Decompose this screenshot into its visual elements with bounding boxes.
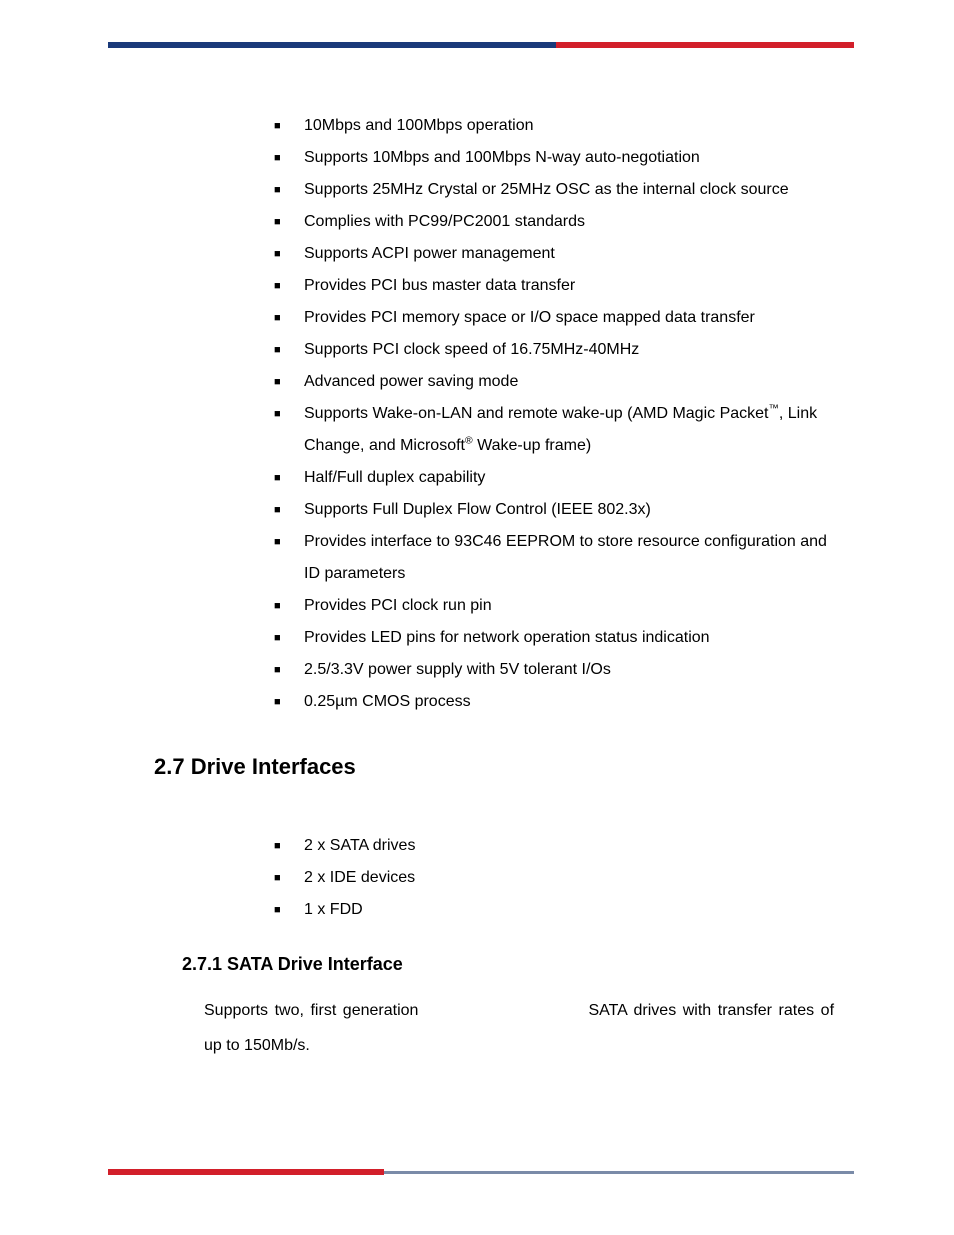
list-item: Provides LED pins for network operation …: [274, 622, 834, 654]
body-paragraph: Supports two, first generationSATA drive…: [204, 993, 834, 1063]
list-text: Supports ACPI power management: [304, 245, 555, 262]
feature-list: 10Mbps and 100Mbps operation Supports 10…: [274, 110, 834, 718]
list-text: 1 x FDD: [304, 901, 363, 918]
list-text: Advanced power saving mode: [304, 373, 518, 390]
list-text: 2.5/3.3V power supply with 5V tolerant I…: [304, 661, 611, 678]
list-item: 2.5/3.3V power supply with 5V tolerant I…: [274, 654, 834, 686]
bottom-rule-red: [108, 1169, 384, 1175]
list-text: Supports 25MHz Crystal or 25MHz OSC as t…: [304, 181, 789, 198]
list-text: Provides PCI clock run pin: [304, 597, 492, 614]
trademark-sup: ™: [768, 404, 778, 415]
para-part1: Supports two, first generation: [204, 1002, 418, 1019]
list-item: Half/Full duplex capability: [274, 462, 834, 494]
list-text-suffix: Wake-up frame): [473, 437, 592, 454]
list-item: Provides PCI bus master data transfer: [274, 270, 834, 302]
top-rule-red: [556, 42, 854, 48]
list-item: Complies with PC99/PC2001 standards: [274, 206, 834, 238]
subsection-heading: 2.7.1 SATA Drive Interface: [182, 954, 834, 975]
list-text: Provides PCI memory space or I/O space m…: [304, 309, 755, 326]
list-text: Provides PCI bus master data transfer: [304, 277, 575, 294]
list-item: Supports Wake-on-LAN and remote wake-up …: [274, 398, 834, 462]
list-text: Complies with PC99/PC2001 standards: [304, 213, 585, 230]
bottom-rule: [108, 1169, 854, 1175]
list-text: 2 x IDE devices: [304, 869, 415, 886]
list-item: Advanced power saving mode: [274, 366, 834, 398]
list-item: Provides PCI clock run pin: [274, 590, 834, 622]
top-rule-blue: [108, 42, 556, 48]
list-item: Supports Full Duplex Flow Control (IEEE …: [274, 494, 834, 526]
list-item: Supports 25MHz Crystal or 25MHz OSC as t…: [274, 174, 834, 206]
list-item: 0.25µm CMOS process: [274, 686, 834, 718]
list-item: 2 x IDE devices: [274, 862, 834, 894]
list-item: 1 x FDD: [274, 894, 834, 926]
bottom-rule-blue: [384, 1171, 854, 1174]
list-item: Provides interface to 93C46 EEPROM to st…: [274, 526, 834, 590]
list-text: 2 x SATA drives: [304, 837, 415, 854]
list-text: Provides interface to 93C46 EEPROM to st…: [304, 533, 827, 582]
list-text: Supports 10Mbps and 100Mbps N-way auto-n…: [304, 149, 700, 166]
list-text: Half/Full duplex capability: [304, 469, 485, 486]
list-item: Supports 10Mbps and 100Mbps N-way auto-n…: [274, 142, 834, 174]
list-item: 10Mbps and 100Mbps operation: [274, 110, 834, 142]
content-area: 10Mbps and 100Mbps operation Supports 10…: [154, 110, 834, 1063]
drive-list: 2 x SATA drives 2 x IDE devices 1 x FDD: [274, 830, 834, 926]
list-item: Provides PCI memory space or I/O space m…: [274, 302, 834, 334]
page: 10Mbps and 100Mbps operation Supports 10…: [0, 0, 954, 1235]
list-text-prefix: Supports Wake-on-LAN and remote wake-up …: [304, 405, 768, 422]
list-item: Supports PCI clock speed of 16.75MHz-40M…: [274, 334, 834, 366]
section-heading: 2.7 Drive Interfaces: [154, 754, 834, 780]
registered-sup: ®: [465, 436, 473, 447]
list-item: Supports ACPI power management: [274, 238, 834, 270]
list-text: Supports Full Duplex Flow Control (IEEE …: [304, 501, 651, 518]
para-part3: 150Mb/s.: [244, 1037, 310, 1054]
list-text: 10Mbps and 100Mbps operation: [304, 117, 534, 134]
top-rule: [108, 42, 854, 48]
list-item: 2 x SATA drives: [274, 830, 834, 862]
list-text: Supports PCI clock speed of 16.75MHz-40M…: [304, 341, 639, 358]
list-text: Provides LED pins for network operation …: [304, 629, 710, 646]
list-text: 0.25µm CMOS process: [304, 693, 471, 710]
